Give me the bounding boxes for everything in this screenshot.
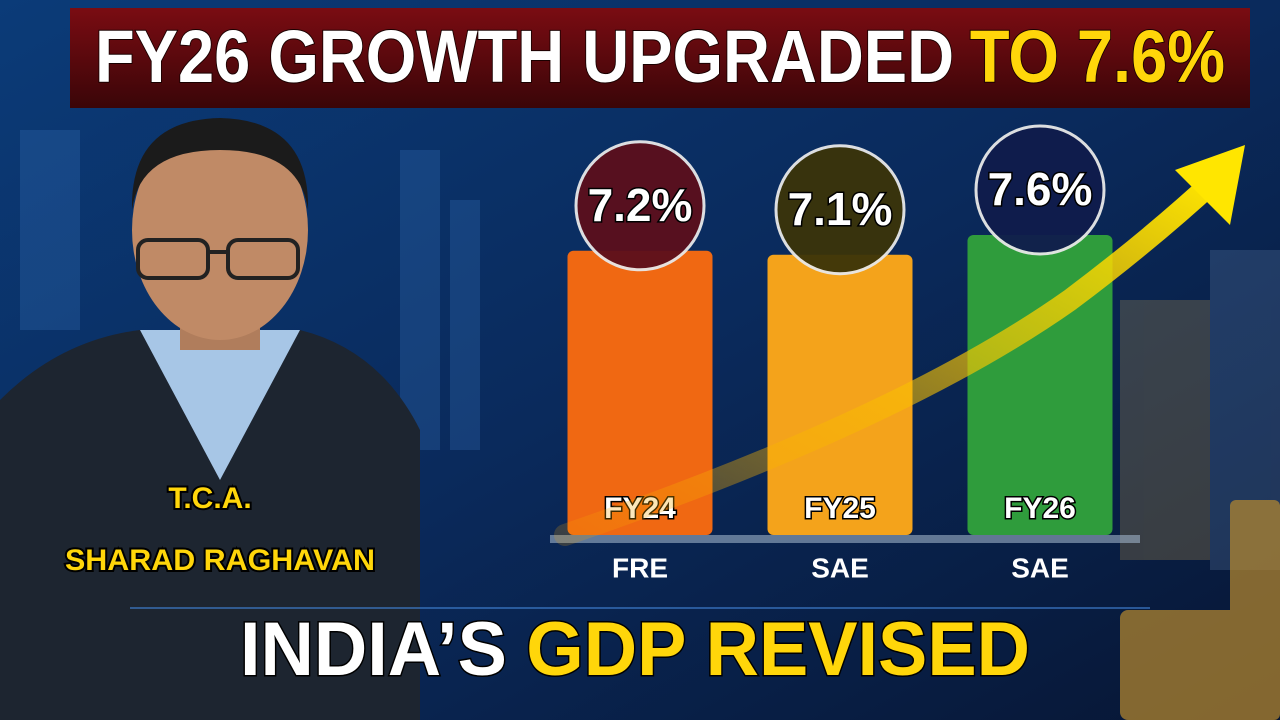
- bar: [567, 250, 713, 535]
- category-label: FY26: [1004, 492, 1076, 525]
- person-name: SHARAD RAGHAVAN: [65, 544, 375, 577]
- person-initials: T.C.A.: [168, 482, 251, 515]
- value-badge: [974, 124, 1106, 256]
- value-label: 7.1%: [788, 183, 893, 235]
- value-label: 7.6%: [988, 163, 1093, 215]
- footer: INDIA’S GDP REVISED: [240, 607, 1030, 692]
- value-badge: [574, 140, 706, 272]
- headline-lead: FY26 GROWTH UPGRADED: [95, 15, 954, 98]
- presenter: [0, 118, 420, 720]
- sub-label: FRE: [612, 552, 668, 583]
- sub-label: SAE: [811, 552, 869, 583]
- bar: [967, 235, 1113, 535]
- footer-lead: INDIA’S: [240, 607, 507, 692]
- trend-arrow: [554, 169, 1226, 546]
- bar: [767, 254, 913, 535]
- category-label: FY25: [804, 492, 876, 525]
- headline-highlight: TO 7.6%: [970, 15, 1225, 98]
- value-badge: [774, 144, 906, 276]
- headline: FY26 GROWTH UPGRADEDTO 7.6%: [95, 15, 1225, 98]
- chart-floor: [550, 535, 1140, 543]
- trend-arrow-head: [1175, 145, 1245, 225]
- value-label: 7.2%: [588, 179, 693, 231]
- headline-banner: [70, 8, 1250, 108]
- sub-label: SAE: [1011, 552, 1069, 583]
- footer-highlight: GDP REVISED: [526, 607, 1030, 692]
